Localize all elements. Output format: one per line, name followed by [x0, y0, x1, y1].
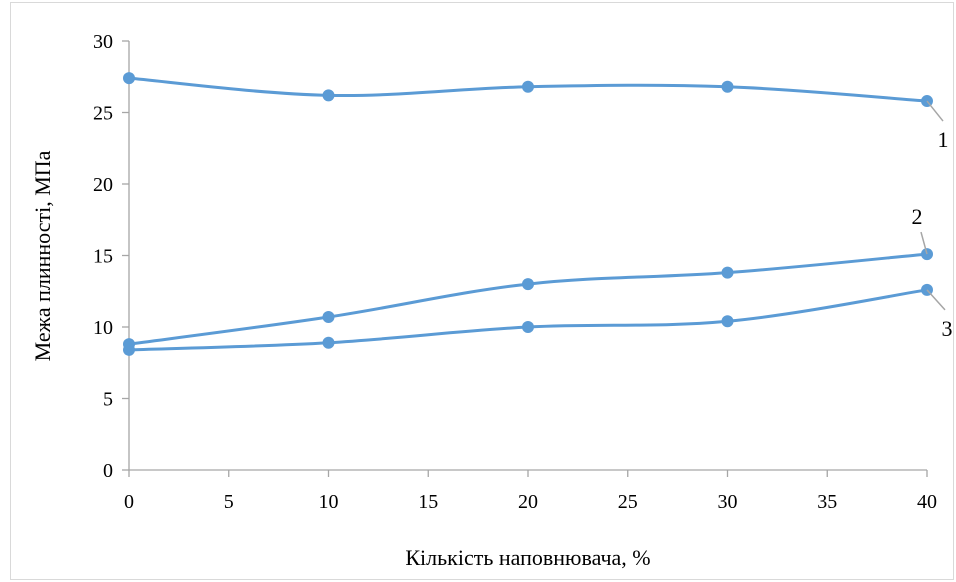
y-tick-label: 10	[93, 317, 113, 339]
series-lines	[123, 72, 933, 356]
data-point-series-3	[123, 343, 135, 356]
data-point-series-2	[322, 310, 335, 323]
y-tick-label: 30	[93, 31, 113, 53]
y-tick-label: 20	[93, 174, 113, 196]
curve-label-2: 2	[912, 204, 923, 229]
data-point-series-2	[522, 278, 534, 291]
x-tick-label: 25	[618, 491, 638, 513]
data-point-series-1	[721, 80, 734, 93]
curve-label-leader	[926, 100, 944, 122]
x-tick-label: 35	[817, 491, 837, 513]
data-point-series-3	[721, 315, 734, 328]
y-tick-label: 15	[93, 246, 113, 268]
curve-label-3: 3	[942, 316, 953, 341]
data-point-series-1	[522, 80, 534, 93]
series-line-3	[128, 288, 928, 352]
x-tick-label: 20	[518, 491, 538, 513]
x-tick-label: 40	[917, 491, 937, 513]
x-tick-label: 0	[124, 491, 134, 513]
data-point-series-2	[721, 266, 734, 279]
x-axis-title: Кількість наповнювача, %	[405, 545, 650, 570]
y-tick-label: 0	[103, 460, 113, 482]
data-point-series-1	[322, 89, 335, 102]
y-tick-label: 5	[103, 389, 113, 411]
x-axis: 0 5 10 15 20 25 30 35 40	[124, 469, 937, 513]
y-axis: 0 5 10 15 20 25 30	[93, 31, 130, 482]
data-point-series-1	[123, 72, 135, 85]
y-axis-title: Межа плинності, МПа	[30, 150, 55, 361]
curve-label-leader	[926, 289, 946, 311]
x-tick-label: 15	[418, 491, 438, 513]
x-tick-label: 30	[718, 491, 738, 513]
data-point-series-3	[322, 336, 335, 349]
x-tick-label: 5	[224, 491, 234, 513]
data-point-series-3	[522, 321, 534, 333]
curve-label-1: 1	[938, 127, 949, 152]
x-tick-label: 10	[319, 491, 339, 513]
curve-labels: 1 2 3	[912, 100, 953, 341]
y-tick-label: 25	[93, 103, 113, 125]
curve-label-leader	[920, 231, 928, 255]
